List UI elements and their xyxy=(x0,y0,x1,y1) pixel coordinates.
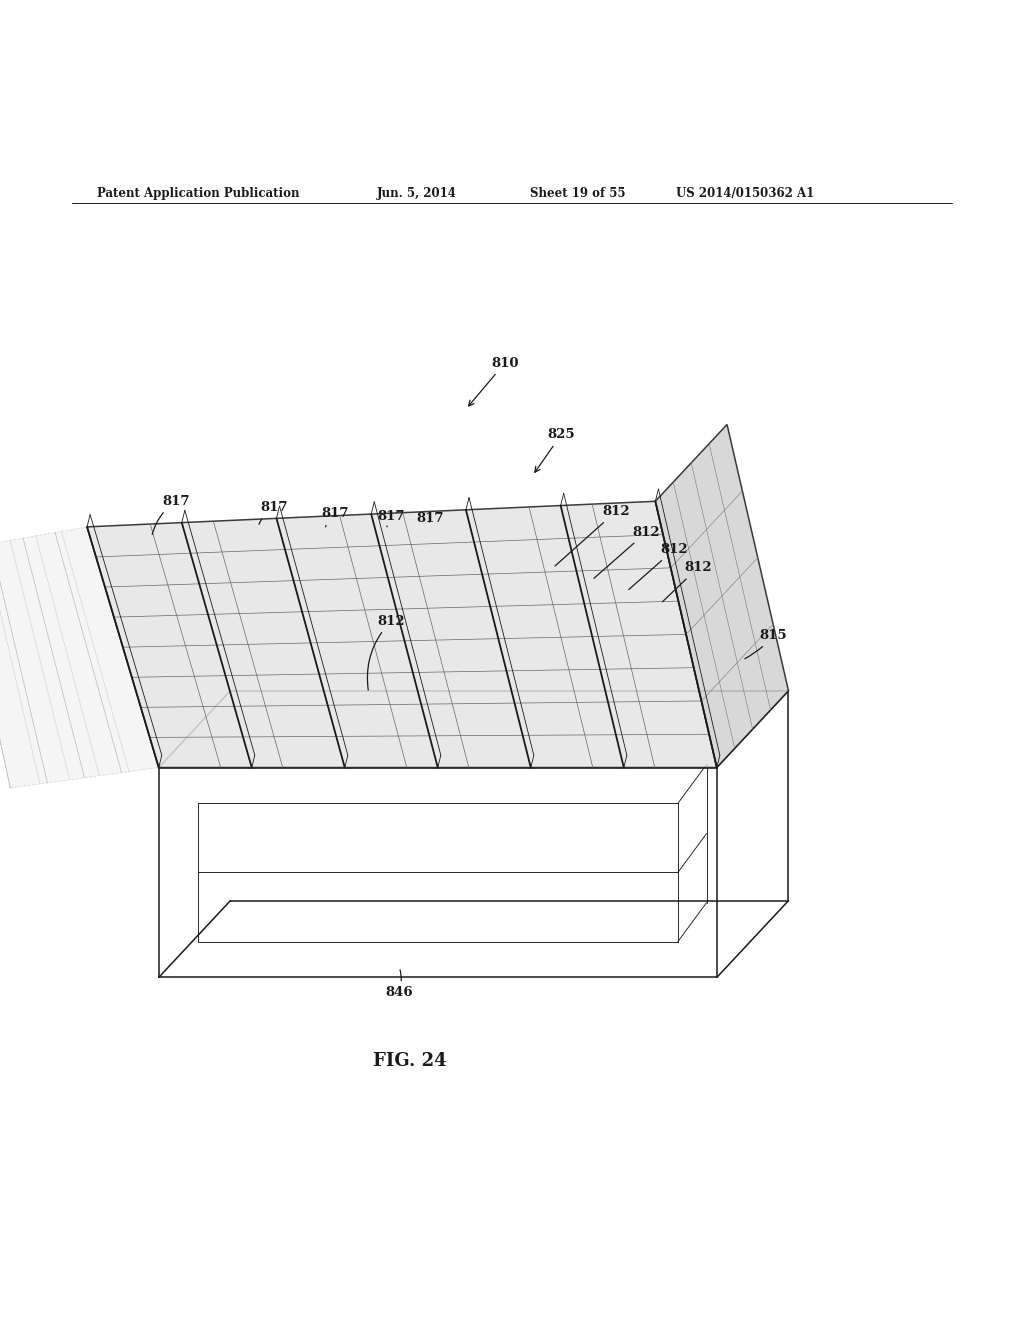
Text: 812: 812 xyxy=(629,543,688,590)
Text: 817: 817 xyxy=(259,500,288,524)
Text: FIG. 24: FIG. 24 xyxy=(373,1052,446,1071)
Text: 817: 817 xyxy=(378,510,404,527)
Text: 817: 817 xyxy=(153,495,189,535)
Polygon shape xyxy=(87,502,717,767)
Polygon shape xyxy=(655,425,788,767)
Text: Sheet 19 of 55: Sheet 19 of 55 xyxy=(530,187,626,201)
Text: Jun. 5, 2014: Jun. 5, 2014 xyxy=(377,187,457,201)
Polygon shape xyxy=(0,527,159,788)
Text: 846: 846 xyxy=(386,970,413,999)
Text: Patent Application Publication: Patent Application Publication xyxy=(97,187,300,201)
Text: 810: 810 xyxy=(469,356,518,407)
Text: 817: 817 xyxy=(417,512,443,525)
Text: 812: 812 xyxy=(368,615,404,690)
Text: US 2014/0150362 A1: US 2014/0150362 A1 xyxy=(676,187,814,201)
Text: 817: 817 xyxy=(322,507,348,527)
Text: 825: 825 xyxy=(535,428,574,473)
Text: 815: 815 xyxy=(744,628,787,659)
Text: 812: 812 xyxy=(555,506,630,566)
Text: 812: 812 xyxy=(594,525,660,578)
Text: 812: 812 xyxy=(663,561,712,602)
